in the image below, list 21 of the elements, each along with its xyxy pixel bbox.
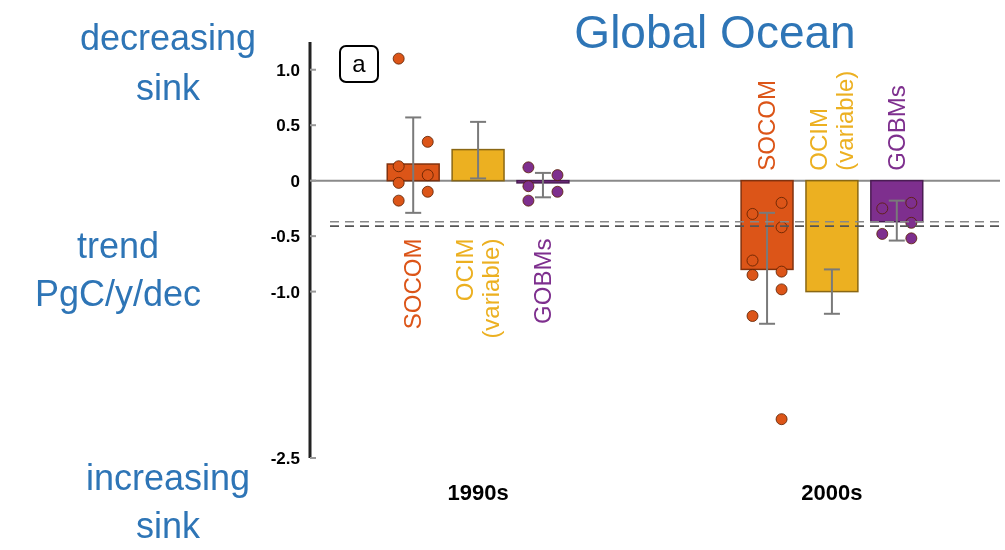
y-axis-title: trend PgC/y/dec [34,225,202,314]
text: OCIM (variable) [804,70,858,171]
y-tick-label: 0.5 [276,116,300,136]
x-tick-label: 1990s [447,480,509,505]
text: increasing sink [85,457,251,546]
text: SOCOM [753,79,781,171]
x-tick-label: 2000s [801,480,863,505]
text: GOBMs [528,238,556,324]
text: OCIM (variable) [451,238,505,339]
text: decreasing sink [79,17,257,108]
y-tick-label: 0 [290,171,300,191]
text: GOBMs [882,85,910,171]
y-tick-label: -1.0 [270,282,300,302]
bar [451,148,505,182]
y-tick-label: -2.5 [270,449,300,468]
y-tick-label: -0.5 [270,227,300,247]
y-tick-label: 1.0 [276,60,300,80]
text: SOCOM [399,238,427,330]
chart-title: Global Ocean [574,6,856,58]
annotation: a [352,50,367,77]
bar [805,179,859,293]
